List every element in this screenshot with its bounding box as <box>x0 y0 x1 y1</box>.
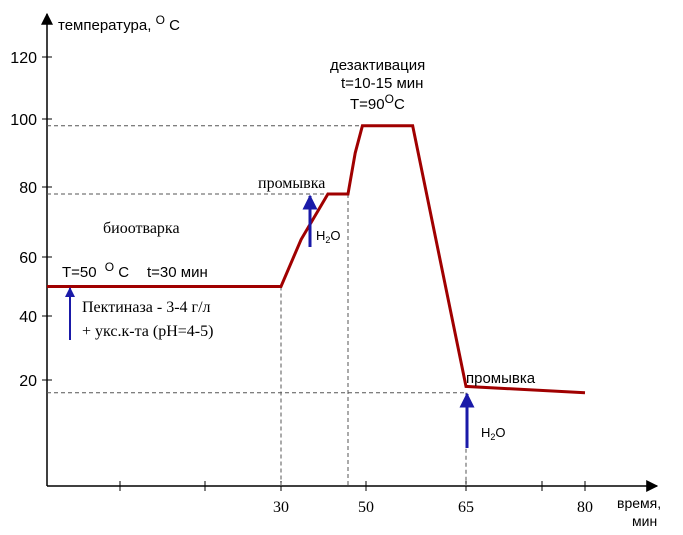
series-layer <box>47 124 586 395</box>
x-tick-label: 80 <box>577 499 593 516</box>
annotation-wash-2: промывка <box>466 370 536 387</box>
annotation-enzyme-line2: + укс.к-та (pH=4-5) <box>82 323 213 340</box>
annotation-water-1: H2O <box>316 228 341 245</box>
x-axis-label-line1: время, <box>617 495 661 511</box>
annotation-stage1-temperature: T=50 O C <box>62 258 129 281</box>
ticks-layer: 20 40 60 80 100 120 30 50 65 80 <box>10 50 593 516</box>
y-tick-label: 80 <box>19 180 37 197</box>
annotation-biootvarka: биоотварка <box>103 220 180 237</box>
y-axis-label-degree: O <box>156 13 165 27</box>
y-tick-label: 100 <box>10 112 37 129</box>
y-tick-label: 120 <box>10 50 37 67</box>
y-tick-label: 60 <box>19 250 37 267</box>
x-tick-label: 50 <box>358 499 374 516</box>
y-tick-label: 40 <box>19 309 37 326</box>
annotation-deactivation-time: t=10-15 мин <box>341 75 423 92</box>
y-tick-label: 20 <box>19 373 37 390</box>
x-tick-label: 30 <box>273 499 289 516</box>
annotation-deactivation-temperature: T=90OC <box>350 92 405 113</box>
y-axis-label-text: температура, <box>58 17 151 34</box>
annotation-wash-1: промывка <box>258 175 325 192</box>
x-axis-label-line2: мин <box>632 513 657 529</box>
annotation-enzyme-line1: Пектиназа - 3-4 г/л <box>82 299 211 316</box>
temperature-series-line <box>47 124 586 395</box>
annotation-stage1-time: t=30 мин <box>147 264 208 281</box>
y-axis-label: температура, O C <box>58 11 180 34</box>
y-axis-label-unit: C <box>169 17 180 34</box>
annotation-deactivation-title: дезактивация <box>330 57 425 74</box>
x-tick-label: 65 <box>458 499 474 516</box>
annotation-water-2: H2O <box>481 425 506 442</box>
